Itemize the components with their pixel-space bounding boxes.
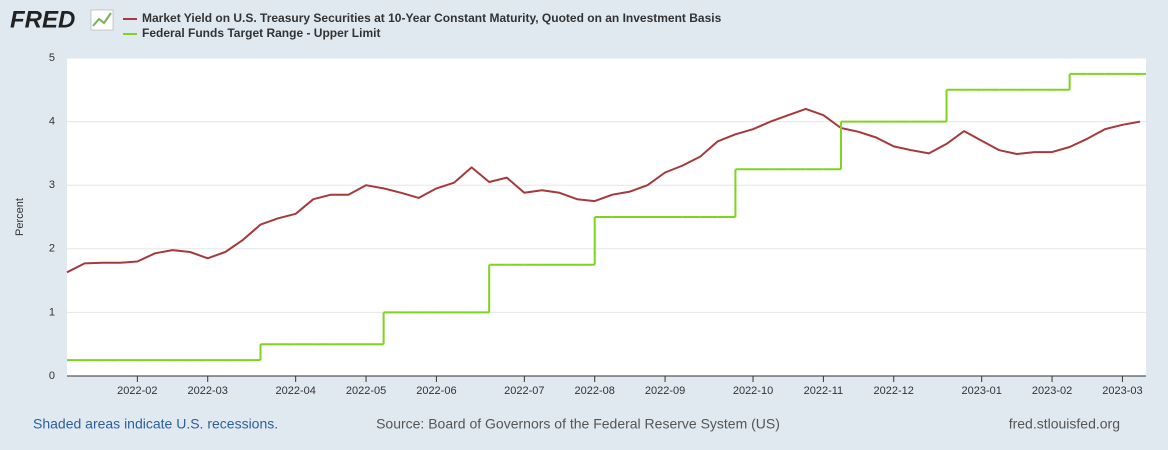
- x-tick-label: 2022-02: [117, 385, 157, 397]
- x-tick-label: 2023-01: [962, 385, 1002, 397]
- y-tick-label: 1: [49, 306, 55, 318]
- y-tick-label: 5: [49, 52, 55, 64]
- y-tick-label: 4: [49, 116, 55, 128]
- logo-icon: [90, 9, 114, 31]
- x-tick-label: 2022-10: [733, 385, 773, 397]
- x-tick-label: 2022-06: [416, 385, 456, 397]
- x-tick-label: 2022-05: [346, 385, 386, 397]
- y-axis-label: Percent: [14, 198, 26, 236]
- legend-label: Market Yield on U.S. Treasury Securities…: [142, 11, 722, 25]
- legend-label: Federal Funds Target Range - Upper Limit: [142, 26, 380, 40]
- x-tick-label: 2023-03: [1102, 385, 1142, 397]
- y-tick-label: 3: [49, 179, 55, 191]
- series-line: [66, 107, 1141, 274]
- y-tick-label: 0: [49, 370, 55, 382]
- logo: FRED: [10, 6, 75, 33]
- source: Source: Board of Governors of the Federa…: [376, 416, 780, 432]
- x-tick-label: 2023-02: [1032, 385, 1072, 397]
- x-tick-label: 2022-07: [504, 385, 544, 397]
- x-tick-label: 2022-12: [874, 385, 914, 397]
- x-tick-label: 2022-03: [188, 385, 228, 397]
- y-tick-label: 2: [49, 243, 55, 255]
- x-tick-label: 2022-09: [645, 385, 685, 397]
- x-tick-label: 2022-04: [275, 385, 315, 397]
- recession-note[interactable]: Shaded areas indicate U.S. recessions.: [33, 416, 278, 432]
- x-tick-label: 2022-11: [804, 385, 844, 397]
- site-link[interactable]: fred.stlouisfed.org: [1009, 416, 1120, 432]
- x-tick-label: 2022-08: [575, 385, 615, 397]
